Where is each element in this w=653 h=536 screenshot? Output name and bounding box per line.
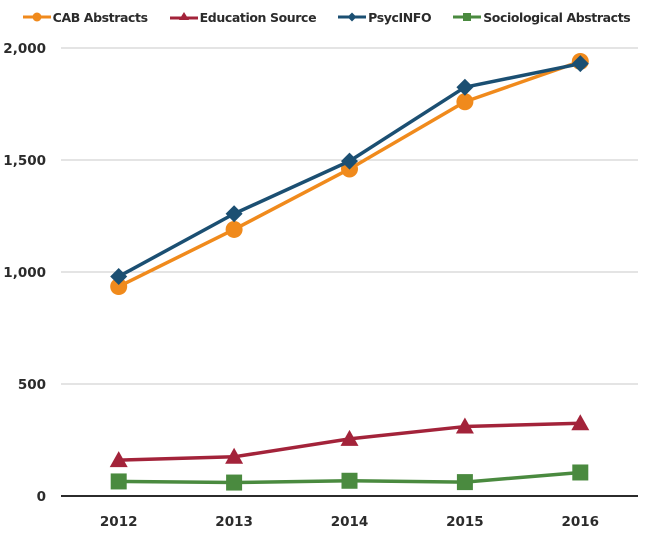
x-tick-label: 2013 xyxy=(215,514,253,530)
data-point-circle xyxy=(225,220,243,238)
series-group xyxy=(109,52,590,491)
data-point-square xyxy=(110,473,127,490)
series-sociological-abstracts xyxy=(110,464,589,491)
data-point-square xyxy=(226,474,243,491)
data-point-diamond xyxy=(341,152,358,170)
data-point-diamond xyxy=(225,205,243,223)
x-axis: 2012 2013 2014 2015 2016 xyxy=(61,495,638,530)
data-point-triangle xyxy=(109,451,128,468)
x-tick-label: 2012 xyxy=(100,514,138,530)
y-axis: 0 500 1,000 1,500 2,000 xyxy=(3,41,46,505)
legend-item-psycinfo[interactable]: PsycINFO xyxy=(338,9,432,25)
legend-label: CAB Abstracts xyxy=(52,9,148,25)
legend-swatch-triangle-icon xyxy=(169,12,198,20)
x-tick-label: 2015 xyxy=(446,514,484,530)
y-tick-label: 500 xyxy=(18,377,46,393)
data-point-diamond xyxy=(110,267,128,285)
data-point-diamond xyxy=(456,78,474,96)
legend-label: PsycINFO xyxy=(368,9,432,25)
data-point-square xyxy=(572,464,589,481)
legend-swatch-square-icon xyxy=(453,13,482,21)
x-tick-label: 2016 xyxy=(562,514,600,530)
series-psycinfo xyxy=(110,55,589,285)
data-point-circle xyxy=(110,278,128,296)
series-education-source xyxy=(109,414,590,468)
legend-swatch-circle-icon xyxy=(22,12,51,22)
series-cab-abstracts xyxy=(110,52,589,296)
data-point-triangle xyxy=(455,417,474,434)
legend-item-education-source[interactable]: Education Source xyxy=(169,9,317,25)
legend-item-cab-abstracts[interactable]: CAB Abstracts xyxy=(22,9,148,25)
y-tick-label: 1,000 xyxy=(3,265,46,281)
data-point-triangle xyxy=(225,447,244,464)
legend-swatch-diamond-icon xyxy=(338,12,367,22)
legend-item-sociological-abstracts[interactable]: Sociological Abstracts xyxy=(453,9,631,25)
x-tick-label: 2014 xyxy=(331,514,369,530)
legend-label: Sociological Abstracts xyxy=(483,9,631,25)
data-point-triangle xyxy=(340,429,359,446)
y-tick-label: 1,500 xyxy=(3,153,46,169)
y-tick-label: 2,000 xyxy=(3,41,46,57)
data-point-square xyxy=(341,472,358,489)
data-point-circle xyxy=(456,93,474,111)
legend: CAB Abstracts Education Source PsycINFO … xyxy=(0,6,653,28)
gridlines xyxy=(61,47,638,385)
legend-label: Education Source xyxy=(199,9,317,25)
data-point-diamond xyxy=(571,55,589,73)
y-tick-label: 0 xyxy=(37,489,46,505)
data-point-triangle xyxy=(571,414,590,431)
data-point-square xyxy=(456,474,473,491)
